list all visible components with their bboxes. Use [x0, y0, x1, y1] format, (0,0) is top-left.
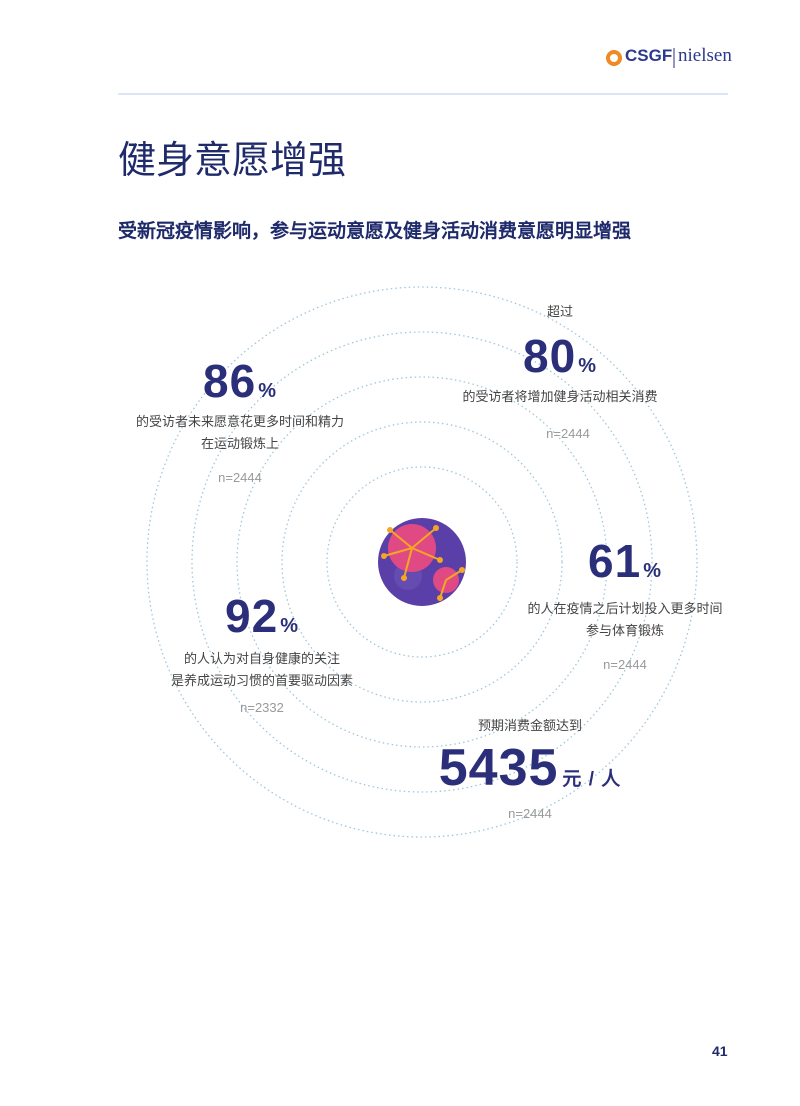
desc-line: 的人在疫情之后计划投入更多时间: [527, 602, 723, 617]
virus-icon: [378, 518, 466, 606]
desc-line: 在运动锻炼上: [200, 437, 279, 452]
stat-desc: 的人在疫情之后计划投入更多时间 参与体育锻炼: [475, 599, 775, 643]
stat-desc: 的人认为对自身健康的关注 是养成运动习惯的首要驱动因素: [112, 649, 412, 693]
stat-value: 86%: [140, 356, 340, 416]
stat-unit: %: [280, 615, 299, 637]
desc-line: 的人认为对自身健康的关注: [183, 652, 340, 667]
sample-size: n=2444: [603, 657, 647, 672]
stat-value: 5435 元 / 人: [400, 740, 660, 808]
stat-unit: 元 / 人: [562, 769, 622, 790]
stat-unit: %: [258, 380, 277, 402]
stat-prefix: 预期消费金额达到: [477, 719, 582, 734]
page-title: 健身意愿增强: [118, 138, 347, 182]
sample-size: n=2444: [508, 806, 552, 821]
sample-size: n=2444: [218, 470, 262, 485]
stat-number: 5435: [438, 739, 559, 797]
stat-number: 80: [523, 330, 577, 382]
stat-unit: %: [578, 355, 597, 377]
rings: [146, 286, 698, 838]
stat-prefix: 超过: [546, 305, 573, 320]
logo: CSGF: [625, 46, 673, 65]
stat-number: 92: [225, 590, 279, 642]
sample-size: n=2444: [546, 426, 590, 441]
page-number: 41: [712, 1043, 728, 1059]
sample-size: n=2332: [240, 700, 284, 715]
desc-line: 的受访者将增加健身活动相关消费: [462, 390, 658, 405]
stat-unit: %: [643, 560, 662, 582]
subtitle: 受新冠疫情影响，参与运动意愿及健身活动消费意愿明显增强: [118, 220, 632, 242]
desc-line: 是养成运动习惯的首要驱动因素: [170, 674, 353, 689]
stat-value: 92%: [162, 591, 362, 651]
partner-logo: nielsen: [678, 45, 732, 66]
stat-value: 80%: [460, 331, 660, 391]
stat-number: 86: [203, 355, 257, 407]
stat-desc: 的受访者将增加健身活动相关消费: [410, 387, 710, 409]
stat-desc: 的受访者未来愿意花更多时间和精力 在运动锻炼上: [90, 412, 390, 456]
stat-value: 61%: [525, 536, 725, 596]
desc-line: 的受访者未来愿意花更多时间和精力: [135, 415, 344, 430]
logo-icon: [606, 50, 622, 66]
desc-line: 参与体育锻炼: [585, 624, 664, 639]
stat-number: 61: [588, 535, 642, 587]
